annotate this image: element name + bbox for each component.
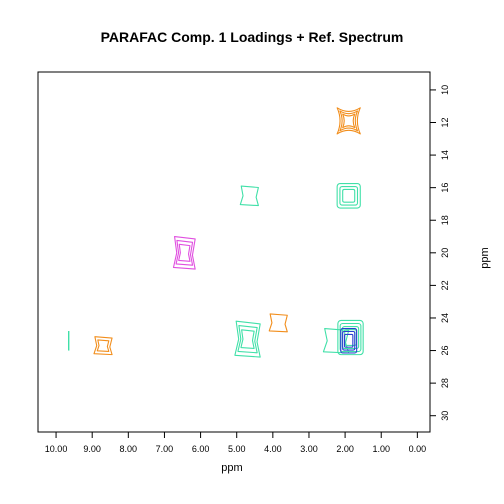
plot-frame — [37, 71, 431, 433]
contour-level — [96, 339, 110, 352]
y-tick-label: 22 — [440, 280, 450, 290]
contour-level — [172, 235, 196, 270]
x-tick-label: 2.00 — [336, 444, 354, 454]
x-tick-label: 10.00 — [45, 444, 68, 454]
x-axis-label: ppm — [221, 462, 242, 474]
peak-blue-10 — [340, 328, 358, 354]
contour-level — [339, 185, 359, 206]
x-tick-label: 5.00 — [228, 444, 246, 454]
contour-level — [178, 243, 191, 262]
x-tick-label: 8.00 — [120, 444, 138, 454]
y-tick-label: 14 — [440, 150, 450, 160]
y-tick-label: 12 — [440, 117, 450, 127]
y-tick-label: 10 — [440, 85, 450, 95]
x-tick-label: 1.00 — [372, 444, 390, 454]
peak-orange-5 — [93, 336, 113, 356]
x-tick-label: 4.00 — [264, 444, 282, 454]
contour-level — [240, 329, 255, 350]
x-tick-label: 6.00 — [192, 444, 210, 454]
contour-level — [342, 188, 356, 203]
x-tick-label: 9.00 — [83, 444, 101, 454]
y-tick-label: 28 — [440, 378, 450, 388]
contour-level — [339, 110, 359, 132]
contour-level — [339, 322, 362, 353]
y-axis: 10 12 14 16 18 20 22 24 26 28 30 — [430, 85, 450, 421]
contour-level — [342, 113, 356, 129]
contour-level — [239, 185, 259, 207]
contour-level — [234, 320, 261, 358]
y-tick-label: 26 — [440, 346, 450, 356]
contour-level — [337, 319, 364, 356]
y-tick-label: 30 — [440, 411, 450, 421]
contour-level — [336, 107, 361, 135]
peak-aquamarine-1 — [336, 183, 361, 209]
chart-title: PARAFAC Comp. 1 Loadings + Ref. Spectrum — [101, 29, 404, 45]
x-axis: 10.00 9.00 8.00 7.00 6.00 5.00 4.00 3.00 2.00 1.0… — [45, 432, 426, 454]
x-tick-label: 7.00 — [156, 444, 174, 454]
contour-level — [93, 336, 113, 356]
y-tick-label: 24 — [440, 313, 450, 323]
contour-level — [340, 328, 358, 354]
peak-orange-0 — [336, 107, 361, 135]
y-tick-label: 20 — [440, 248, 450, 258]
x-tick-label: 0.00 — [409, 444, 427, 454]
peak-aquamarine-2 — [239, 185, 259, 207]
contour-level — [344, 333, 354, 348]
y-axis-label: ppm — [479, 247, 491, 268]
y-tick-label: 18 — [440, 215, 450, 225]
peak-orange-4 — [268, 313, 288, 333]
contour-level — [237, 324, 258, 354]
contour-level — [342, 330, 356, 351]
contour-level — [336, 183, 361, 209]
contour-level — [268, 313, 288, 333]
peak-violet-3 — [172, 235, 196, 270]
peak-aquamarine-7 — [234, 320, 261, 358]
contour-level — [175, 239, 194, 266]
contour-layer — [68, 107, 364, 358]
peak-aquamarine-9 — [337, 319, 364, 356]
y-tick-label: 16 — [440, 183, 450, 193]
x-tick-label: 3.00 — [300, 444, 318, 454]
